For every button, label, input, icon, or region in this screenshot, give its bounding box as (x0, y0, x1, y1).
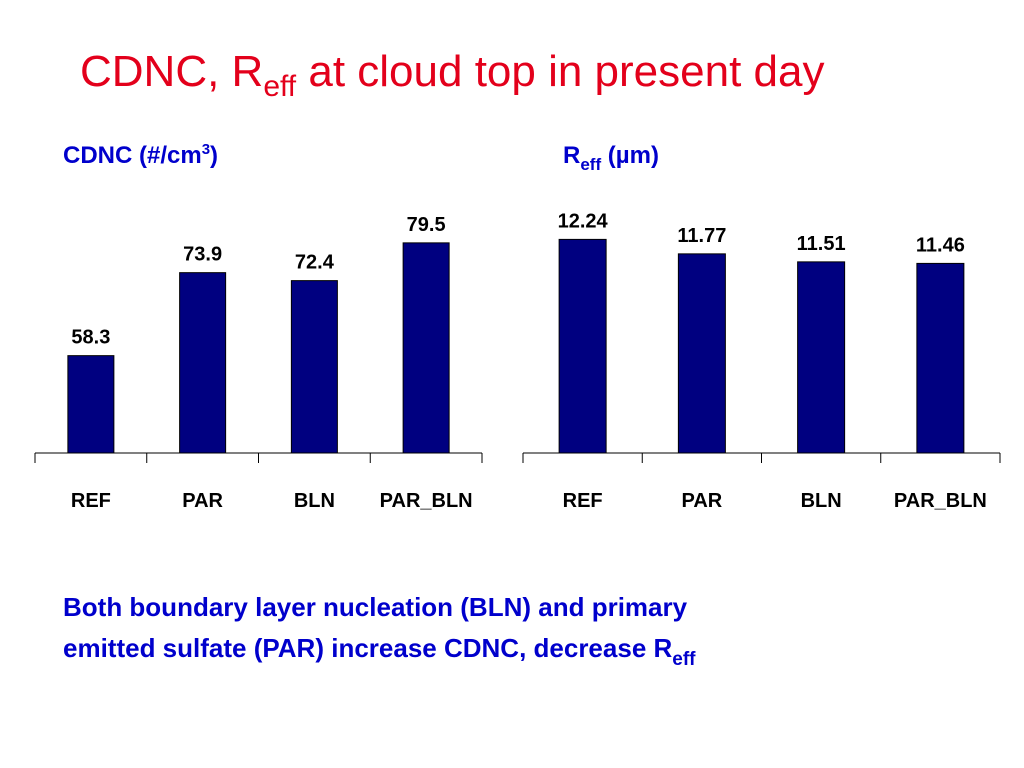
value-label: 72.4 (295, 252, 335, 274)
slide-title: CDNC, Reff at cloud top in present day (80, 47, 824, 103)
x-tick-label: PAR_BLN (894, 490, 987, 512)
bar (677, 253, 726, 454)
chart-title-text: (µm) (601, 142, 659, 169)
x-tick-label: REF (71, 490, 111, 512)
value-label: 12.24 (558, 210, 609, 232)
chart-title: CDNC (#/cm3) (63, 141, 218, 169)
x-tick-label: BLN (294, 490, 335, 512)
chart-title: Reff (µm) (563, 142, 659, 174)
value-label: 58.3 (71, 327, 110, 349)
title-text: CDNC, R (80, 47, 263, 96)
x-tick-label: PAR_BLN (380, 490, 473, 512)
x-tick-label: BLN (801, 490, 842, 512)
title-text: at cloud top in present day (296, 47, 824, 96)
x-tick-label: PAR (682, 490, 723, 512)
value-label: 11.51 (797, 233, 846, 255)
value-label: 79.5 (407, 214, 446, 236)
caption-text: emitted sulfate (PAR) increase CDNC, dec… (63, 633, 672, 663)
x-tick-label: REF (563, 490, 603, 512)
chart-title-text: R (563, 142, 580, 169)
title-subscript: eff (263, 70, 296, 103)
chart-title-text: ) (210, 142, 218, 169)
chart-title-superscript: 3 (202, 141, 210, 158)
caption-line: Both boundary layer nucleation (BLN) and… (63, 592, 688, 622)
value-label: 73.9 (183, 244, 222, 266)
bar (558, 238, 607, 454)
value-label: 11.77 (677, 225, 726, 247)
bar (916, 262, 965, 454)
chart-title-text: CDNC (#/cm (63, 142, 202, 169)
bar (179, 272, 227, 454)
value-label: 11.46 (916, 234, 965, 256)
bar (67, 355, 115, 454)
x-tick-label: PAR (182, 490, 223, 512)
bar (402, 242, 450, 454)
bar (290, 280, 338, 454)
caption-line: emitted sulfate (PAR) increase CDNC, dec… (63, 633, 696, 670)
bar (797, 261, 846, 454)
chart-title-subscript: eff (580, 155, 601, 174)
caption-subscript: eff (672, 649, 696, 670)
